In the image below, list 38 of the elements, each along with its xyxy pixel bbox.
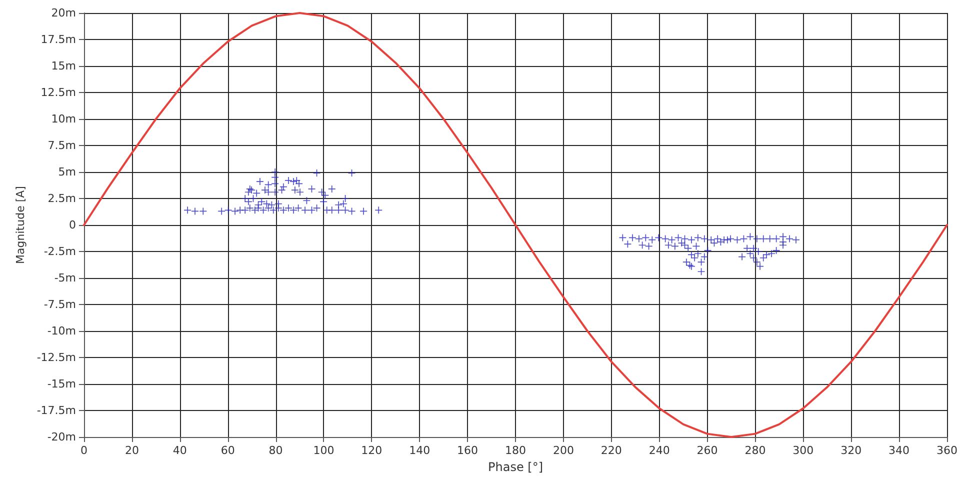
x-tick-label: 300 — [792, 444, 814, 457]
x-tick-label: 120 — [361, 444, 382, 457]
x-tick-label: 40 — [172, 444, 187, 457]
y-tick-label: -12.5m — [36, 351, 76, 364]
y-tick-label: -5m — [54, 272, 76, 284]
y-tick-label: -7.5m — [44, 298, 76, 311]
y-axis-title: Magnitude [A] — [14, 186, 27, 264]
y-tick-label: -10m — [47, 324, 76, 338]
x-axis-title: Phase [°] — [488, 460, 544, 474]
x-tick-label: 160 — [457, 444, 478, 457]
x-tick-label: 20 — [124, 444, 139, 457]
x-tick-label: 200 — [552, 444, 574, 457]
y-tick-label: -15m — [47, 378, 76, 390]
y-tick-label: -17.5m — [36, 404, 76, 417]
x-tick-label: 260 — [696, 444, 718, 457]
x-tick-label: 360 — [936, 444, 958, 457]
x-tick-label: 80 — [268, 444, 283, 457]
y-tick-label: 12.5m — [40, 86, 76, 99]
x-tick-label: 240 — [648, 444, 670, 457]
y-tick-label: 17.5m — [40, 33, 76, 46]
x-tick-label: 180 — [505, 444, 526, 457]
x-tick-label: 100 — [313, 444, 334, 457]
x-tick-label: 340 — [888, 444, 910, 457]
x-tick-label: 280 — [744, 444, 766, 457]
y-tick-label: 20m — [51, 6, 76, 20]
y-tick-label: 0 — [69, 218, 76, 232]
x-tick-label: 320 — [840, 444, 862, 457]
x-tick-label: 60 — [220, 444, 235, 457]
x-tick-label: 0 — [80, 444, 88, 457]
y-tick-label: -2.5m — [44, 245, 76, 258]
y-tick-label: 5m — [58, 166, 76, 178]
y-tick-label: 2.5m — [48, 192, 76, 205]
y-tick-label: -20m — [47, 430, 76, 444]
y-tick-label: 15m — [51, 60, 76, 72]
x-tick-label: 220 — [600, 444, 622, 457]
x-tick-label: 140 — [409, 444, 430, 457]
y-tick-label: 10m — [51, 112, 76, 126]
y-tick-label: 7.5m — [48, 139, 76, 152]
